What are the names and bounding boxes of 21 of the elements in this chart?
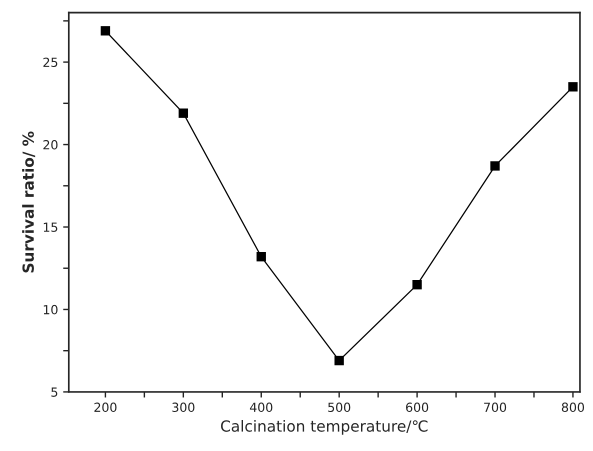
- point: [412, 280, 422, 290]
- x-tick-label: 800: [562, 402, 584, 412]
- x-tick-label: 200: [94, 402, 117, 412]
- y-tick-label: 10: [44, 304, 58, 314]
- x-tick-label: 700: [484, 402, 506, 412]
- point: [490, 161, 500, 171]
- x-tick-label: 500: [328, 402, 350, 412]
- y-axis-title: Survival ratio/ %: [22, 132, 36, 272]
- y-tick-label: 25: [43, 58, 58, 68]
- point: [568, 82, 578, 92]
- x-tick-label: 600: [406, 402, 428, 412]
- x-tick-label: 400: [250, 402, 272, 412]
- y-tick-label: 15: [44, 222, 58, 232]
- point: [334, 356, 344, 366]
- x-axis-title: Calcination temperature/℃: [221, 420, 428, 435]
- y-tick-label: 5: [51, 388, 58, 397]
- y-tick-label: 20: [43, 140, 58, 150]
- x-tick-label: 300: [172, 402, 194, 412]
- point: [178, 108, 188, 118]
- point: [100, 26, 110, 36]
- point: [256, 252, 266, 262]
